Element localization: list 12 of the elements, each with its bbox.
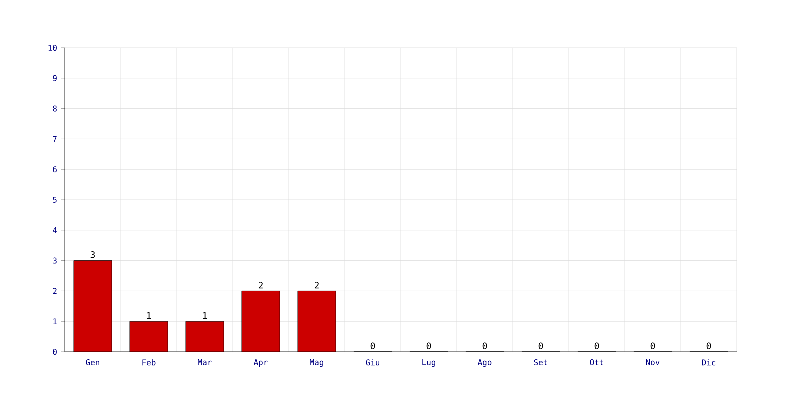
data-label: 0: [650, 342, 656, 350]
data-label: 0: [370, 342, 376, 350]
data-label: 0: [426, 342, 432, 350]
data-label: 0: [538, 342, 544, 350]
data-label: 2: [258, 282, 263, 289]
data-label: 0: [706, 342, 712, 350]
data-label: 0: [594, 342, 600, 350]
data-label: 3: [90, 251, 96, 258]
data-label: 0: [482, 342, 488, 350]
data-label: 1: [147, 312, 152, 320]
data-label: 1: [203, 312, 208, 320]
data-label: 2: [314, 282, 319, 289]
